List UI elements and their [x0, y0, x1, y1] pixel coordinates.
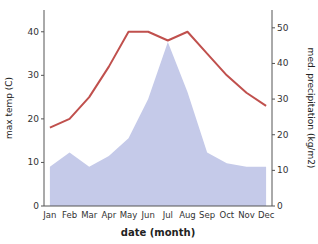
y2-tick [272, 170, 275, 171]
y2-tick-label: 20 [277, 130, 289, 140]
x-tick-label: Feb [62, 210, 77, 220]
y2-tick [272, 134, 275, 135]
x-tick-label: Sep [199, 210, 215, 220]
y-tick [41, 75, 44, 76]
x-tick-label: Jul [162, 210, 173, 220]
y-tick-label: 40 [28, 27, 40, 37]
x-tick-label: Aug [179, 210, 196, 220]
x-tick-label: Nov [238, 210, 255, 220]
plot-area [50, 32, 266, 206]
y2-axis-label: med. precipitation (kg/m2) [306, 48, 316, 169]
x-axis-line [44, 206, 272, 207]
y2-tick-label: 0 [277, 201, 283, 211]
y-axis-label: max temp (C) [4, 77, 14, 139]
y-tick [41, 31, 44, 32]
chart-container: 0 10 20 30 40 max temp (C) 0 10 20 30 40 50 med. pre… [0, 0, 318, 244]
y-tick-label: 30 [28, 70, 40, 80]
x-tick-label: Apr [102, 210, 117, 220]
y-tick-label: 20 [28, 114, 40, 124]
y2-tick [272, 206, 275, 207]
y-tick-label: 10 [28, 157, 40, 167]
y2-axis-line [272, 10, 273, 206]
x-tick-label: Mar [81, 210, 98, 220]
x-tick-label: Dec [258, 210, 275, 220]
y-axis-line [44, 10, 45, 206]
chart: 0 10 20 30 40 max temp (C) 0 10 20 30 40 50 med. pre… [0, 0, 318, 244]
y2-tick-label: 10 [277, 165, 289, 175]
y-tick [41, 206, 44, 207]
y2-tick [272, 99, 275, 100]
y2-tick-label: 30 [277, 94, 289, 104]
y2-tick [272, 27, 275, 28]
x-tick-label: Oct [219, 210, 234, 220]
y2-tick-label: 40 [277, 58, 289, 68]
x-tick-label: Jun [141, 210, 155, 220]
y-tick [41, 162, 44, 163]
x-tick-label: Jan [42, 210, 56, 220]
y2-tick-label: 50 [277, 23, 289, 33]
precipitation-area [50, 42, 266, 206]
y-tick-label: 0 [33, 201, 39, 211]
x-axis-label: date (month) [121, 227, 195, 238]
temperature-line [50, 32, 266, 128]
y2-tick [272, 63, 275, 64]
x-tick-label: May [120, 210, 138, 220]
y-tick [41, 118, 44, 119]
